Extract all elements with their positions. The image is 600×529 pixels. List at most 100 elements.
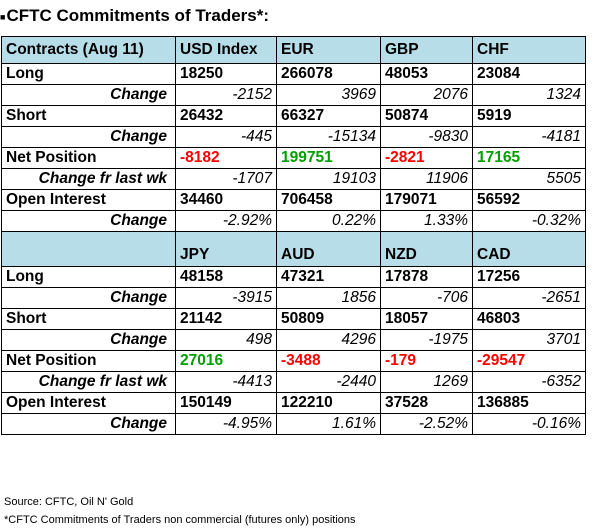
table-cell: 150149	[175, 392, 277, 414]
row-label: Net Position	[1, 147, 176, 169]
table-cell: 5505	[472, 168, 586, 190]
table-cell: -6352	[472, 371, 586, 393]
title-text: CFTC Commitments of Traders*:	[6, 6, 270, 25]
table-cell: 21142	[175, 308, 277, 330]
table-cell: 3701	[472, 329, 586, 351]
source-note: Source: CFTC, Oil N' Gold	[4, 496, 134, 508]
table-cell: -4413	[175, 371, 277, 393]
table-cell: 4296	[276, 329, 381, 351]
table-cell: 1856	[276, 287, 381, 309]
table-cell: 706458	[276, 189, 381, 211]
table-cell: -2.52%	[380, 413, 473, 435]
table-cell: 1.61%	[276, 413, 381, 435]
row-label: Net Position	[1, 350, 176, 372]
table-row: Long 48158 47321 17878 17256	[1, 266, 586, 288]
currency-header: AUD	[276, 231, 381, 267]
table-cell: 46803	[472, 308, 586, 330]
table-row: Change fr last wk -4413 -2440 1269 -6352	[1, 371, 586, 393]
table-cell: -9830	[380, 126, 473, 148]
table-cell: -8182	[175, 147, 277, 169]
table-cell: 3969	[276, 84, 381, 106]
page-title: ■CFTC Commitments of Traders*:	[0, 2, 269, 30]
table-cell: 48158	[175, 266, 277, 288]
row-label: Change fr last wk	[1, 371, 176, 393]
table-row: Net Position 27016 -3488 -179 -29547	[1, 350, 586, 372]
table-cell: -2.92%	[175, 210, 277, 232]
table-cell: 37528	[380, 392, 473, 414]
footnote: *CFTC Commitments of Traders non commerc…	[4, 514, 356, 526]
table-cell: 122210	[276, 392, 381, 414]
table-row: Change fr last wk -1707 19103 11906 5505	[1, 168, 586, 190]
table-cell: -2821	[380, 147, 473, 169]
table-cell: -0.16%	[472, 413, 586, 435]
currency-header: USD Index	[175, 36, 277, 64]
currency-header: NZD	[380, 231, 473, 267]
table-row: Net Position -8182 199751 -2821 17165	[1, 147, 586, 169]
table-row: Open Interest 150149 122210 37528 136885	[1, 392, 586, 414]
row-label: Change	[1, 126, 176, 148]
table-cell: 18250	[175, 63, 277, 85]
table-cell: 1.33%	[380, 210, 473, 232]
row-label: Change	[1, 84, 176, 106]
table-cell: -0.32%	[472, 210, 586, 232]
row-label: Long	[1, 63, 176, 85]
table-cell: -29547	[472, 350, 586, 372]
table-cell: 2076	[380, 84, 473, 106]
table-row: Short 21142 50809 18057 46803	[1, 308, 586, 330]
row-label: Short	[1, 308, 176, 330]
row-label: Short	[1, 105, 176, 127]
table-cell: -3488	[276, 350, 381, 372]
table-cell: -445	[175, 126, 277, 148]
table-row: Change -2.92% 0.22% 1.33% -0.32%	[1, 210, 586, 232]
currency-header: JPY	[175, 231, 277, 267]
row-label: Change	[1, 329, 176, 351]
table-cell: 56592	[472, 189, 586, 211]
table-row: Change -3915 1856 -706 -2651	[1, 287, 586, 309]
top-header-row: Contracts (Aug 11) USD Index EUR GBP CHF	[1, 36, 586, 64]
table-cell: -1975	[380, 329, 473, 351]
row-label: Change	[1, 413, 176, 435]
table-cell: 11906	[380, 168, 473, 190]
table-cell: 27016	[175, 350, 277, 372]
table-cell: -3915	[175, 287, 277, 309]
row-label: Change fr last wk	[1, 168, 176, 190]
table-cell: 0.22%	[276, 210, 381, 232]
table-cell: 23084	[472, 63, 586, 85]
table-cell: 47321	[276, 266, 381, 288]
row-label: Open Interest	[1, 189, 176, 211]
row-label: Open Interest	[1, 392, 176, 414]
table-cell: 199751	[276, 147, 381, 169]
header-label: Contracts (Aug 11)	[1, 36, 176, 64]
title-bullet-icon: ■	[0, 11, 6, 22]
table-cell: 50809	[276, 308, 381, 330]
table-cell: 17256	[472, 266, 586, 288]
table-cell: -4.95%	[175, 413, 277, 435]
cot-table: Contracts (Aug 11) USD Index EUR GBP CHF Long…	[1, 36, 586, 435]
cot-table-body: Contracts (Aug 11) USD Index EUR GBP CHF Long…	[1, 36, 586, 435]
table-cell: 1324	[472, 84, 586, 106]
currency-header: EUR	[276, 36, 381, 64]
bottom-header-row: JPY AUD NZD CAD	[1, 231, 586, 267]
table-cell: 17878	[380, 266, 473, 288]
table-cell: 266078	[276, 63, 381, 85]
table-cell: -2152	[175, 84, 277, 106]
table-cell: 66327	[276, 105, 381, 127]
table-cell: -4181	[472, 126, 586, 148]
table-cell: -2440	[276, 371, 381, 393]
table-row: Short 26432 66327 50874 5919	[1, 105, 586, 127]
table-cell: -15134	[276, 126, 381, 148]
table-cell: 18057	[380, 308, 473, 330]
table-cell: 1269	[380, 371, 473, 393]
table-cell: 498	[175, 329, 277, 351]
table-cell: 48053	[380, 63, 473, 85]
currency-header: CHF	[472, 36, 586, 64]
row-label: Long	[1, 266, 176, 288]
table-cell: -1707	[175, 168, 277, 190]
table-row: Change -4.95% 1.61% -2.52% -0.16%	[1, 413, 586, 435]
table-cell: 50874	[380, 105, 473, 127]
table-cell: -2651	[472, 287, 586, 309]
row-label: Change	[1, 210, 176, 232]
table-cell: 19103	[276, 168, 381, 190]
table-row: Long 18250 266078 48053 23084	[1, 63, 586, 85]
table-row: Change 498 4296 -1975 3701	[1, 329, 586, 351]
